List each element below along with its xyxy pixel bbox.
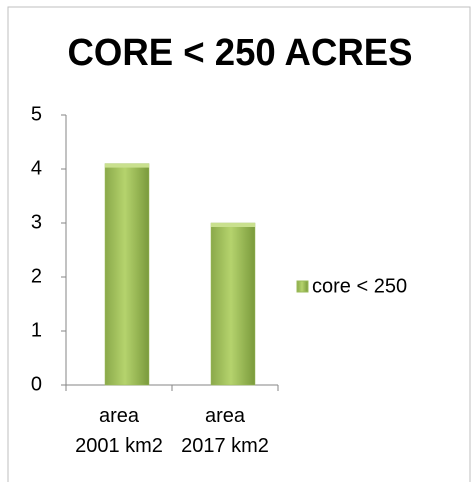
legend-swatch bbox=[296, 280, 309, 293]
y-tick-label: 2 bbox=[31, 265, 42, 287]
y-tick-label: 4 bbox=[31, 157, 42, 179]
chart-title: CORE < 250 ACRES bbox=[68, 32, 413, 74]
bar bbox=[210, 222, 256, 386]
chart-frame bbox=[7, 6, 471, 482]
y-tick-label: 0 bbox=[31, 373, 42, 395]
y-tick-label: 1 bbox=[31, 319, 42, 341]
x-tick-label: area 2001 km2 bbox=[75, 405, 163, 457]
legend-label: core < 250 bbox=[312, 275, 407, 297]
bar-top bbox=[211, 223, 255, 227]
y-tick-label: 5 bbox=[31, 103, 42, 125]
bar-top bbox=[105, 163, 149, 168]
bar bbox=[104, 163, 150, 386]
y-tick-label: 3 bbox=[31, 211, 42, 233]
x-tick-label: area 2017 km2 bbox=[181, 405, 269, 457]
